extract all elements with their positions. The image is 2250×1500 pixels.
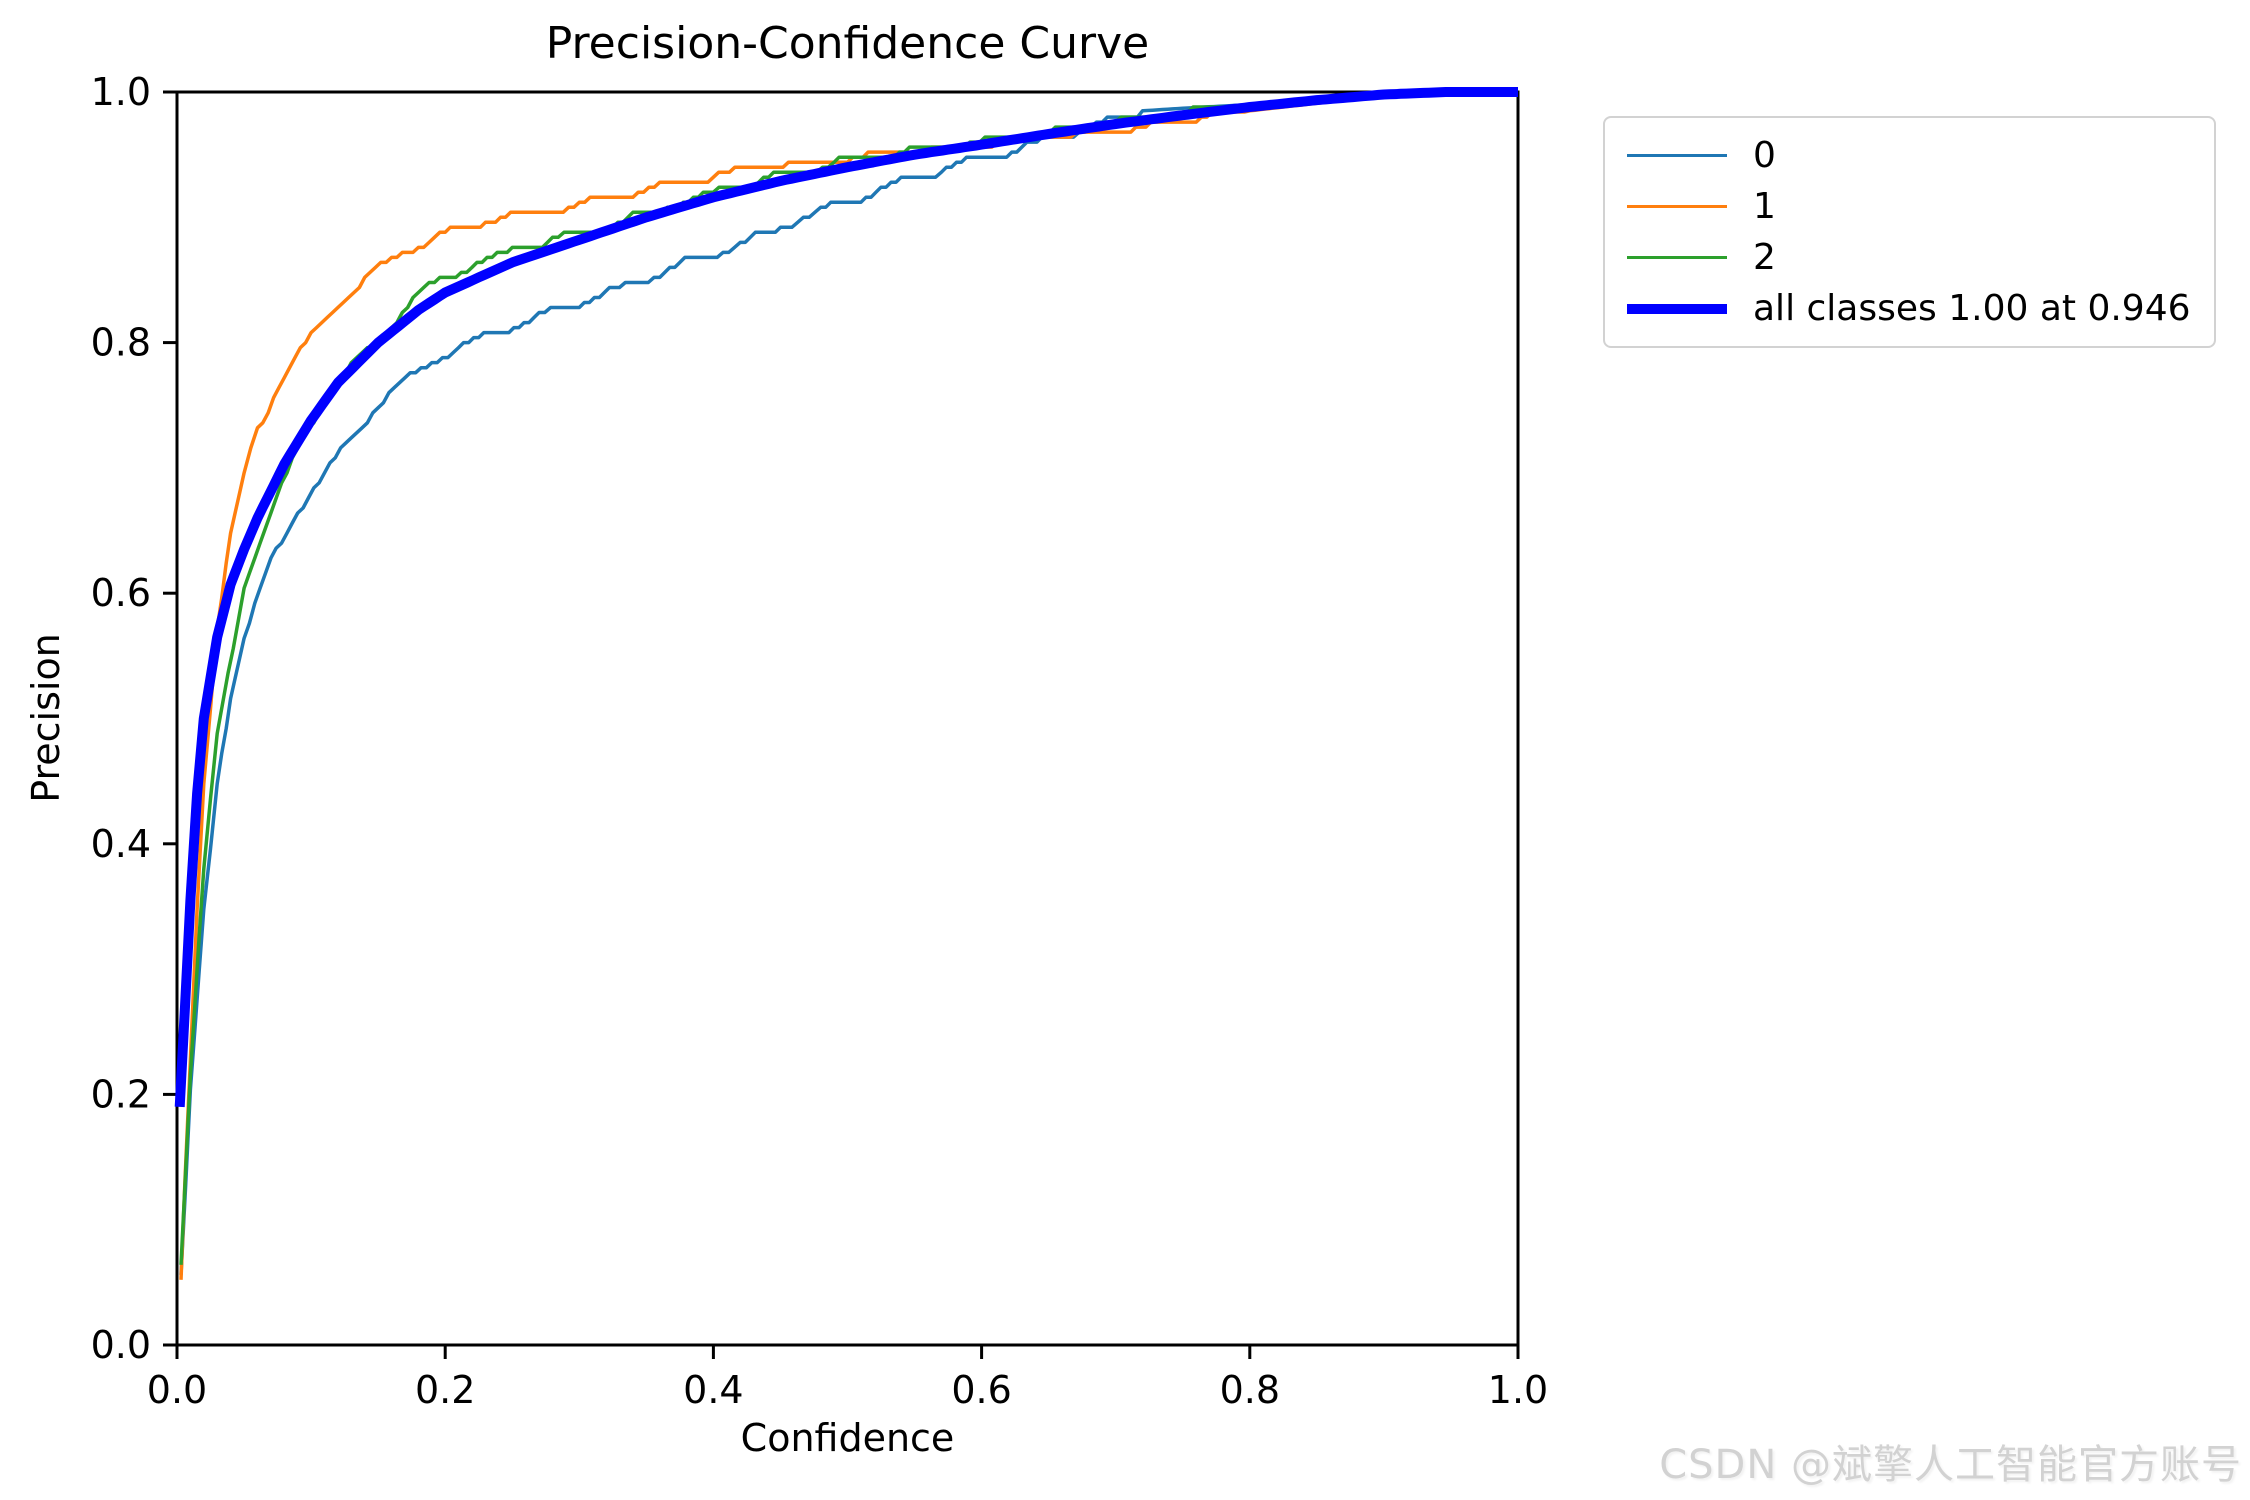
legend-item-all-classes: all classes 1.00 at 0.946 [1627,283,2192,334]
axes-spines [175,90,1520,1347]
legend: 0 1 2 all classes 1.00 at 0.946 [1603,116,2216,348]
legend-item-class-0: 0 [1627,130,2192,181]
x-tick-label: 0.2 [415,1368,475,1412]
legend-label: all classes 1.00 at 0.946 [1753,287,2191,329]
x-axis-label: Confidence [740,1416,955,1460]
legend-line-sample [1627,204,1727,209]
y-tick-label: 0.2 [91,1072,151,1116]
legend-line-sample [1627,303,1727,314]
chart-title: Precision-Confidence Curve [545,18,1150,69]
legend-item-class-2: 2 [1627,232,2192,283]
watermark: CSDN @斌擎人工智能官方账号 [1659,1442,2242,1488]
x-tick-label: 0.0 [147,1368,207,1412]
y-tick-label: 0.4 [91,822,151,866]
y-tick-label: 0.6 [91,571,151,615]
y-tick-label: 0.8 [91,321,151,365]
x-tick-label: 0.8 [1220,1368,1280,1412]
y-tick-label: 0.0 [91,1323,151,1367]
legend-label: 0 [1753,134,1776,176]
legend-item-class-1: 1 [1627,181,2192,232]
x-tick-label: 0.4 [683,1368,743,1412]
legend-line-sample [1627,153,1727,158]
series-line-all-classes [174,87,1518,1108]
legend-line-sample [1627,255,1727,260]
legend-label: 2 [1753,236,1776,278]
series-line-class-2 [179,90,1518,1265]
y-axis-label: Precision [24,633,68,803]
y-tick-label: 1.0 [91,70,151,114]
series-line-class-0 [179,90,1519,1275]
x-tick-label: 1.0 [1488,1368,1548,1412]
legend-label: 1 [1753,185,1776,227]
x-tick-label: 0.6 [951,1368,1011,1412]
series-line-class-1 [179,90,1518,1280]
